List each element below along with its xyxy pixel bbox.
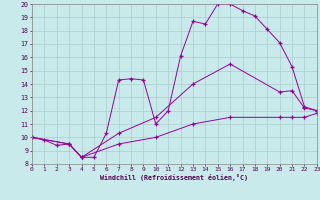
X-axis label: Windchill (Refroidissement éolien,°C): Windchill (Refroidissement éolien,°C) [100, 174, 248, 181]
